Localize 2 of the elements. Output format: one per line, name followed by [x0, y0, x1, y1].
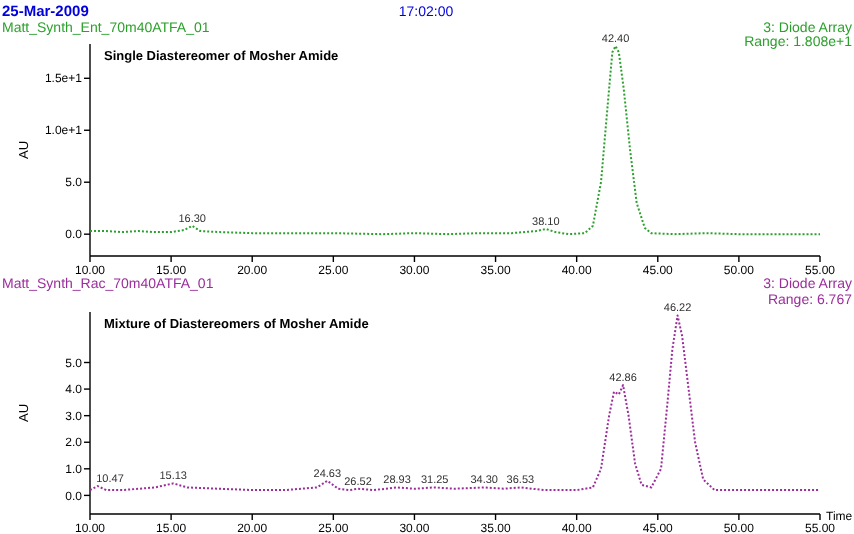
line-series: [89, 45, 821, 236]
line-series: [89, 314, 821, 492]
